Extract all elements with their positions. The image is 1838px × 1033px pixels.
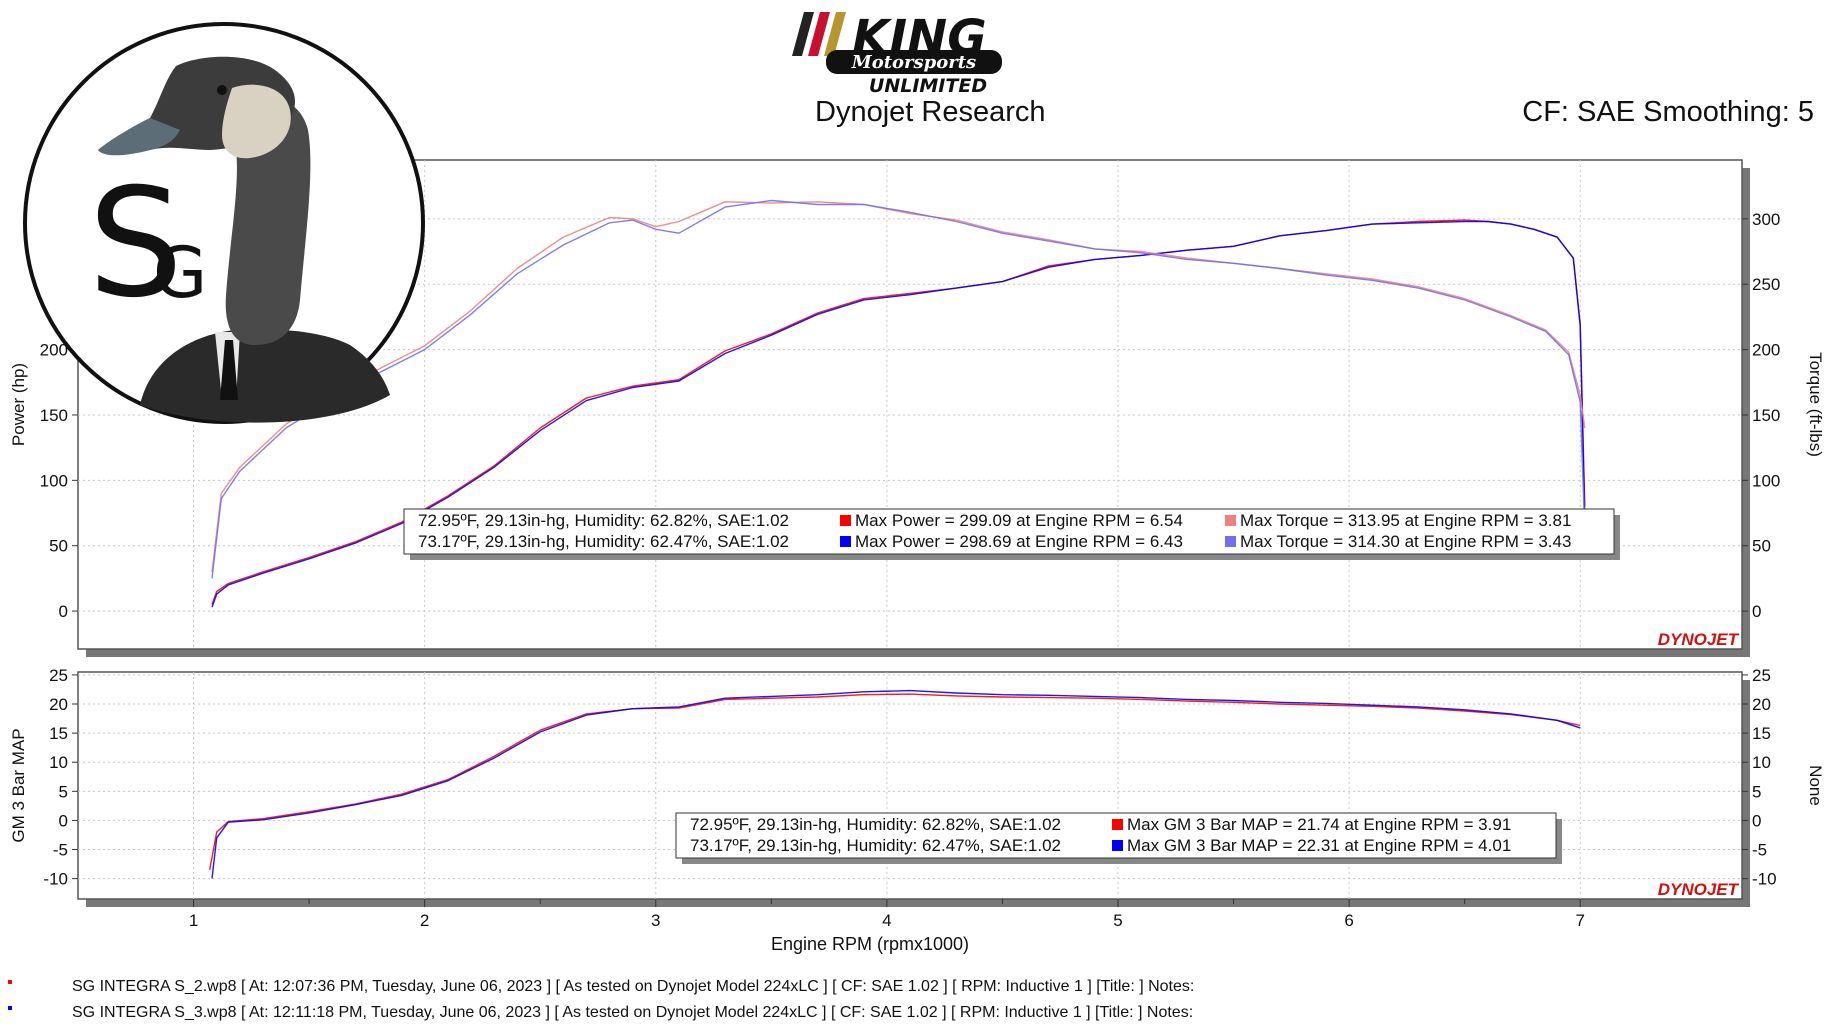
y-tick-label: -5	[53, 841, 68, 860]
legend-conditions: 72.95ºF, 29.13in-hg, Humidity: 62.82%, S…	[418, 511, 789, 530]
y-tick-label-right: 5	[1752, 782, 1761, 801]
logo-s-letter: S	[88, 157, 183, 331]
legend-swatch	[840, 536, 851, 547]
x-tick-label: 6	[1344, 911, 1353, 930]
brand-unlimited-text: UNLIMITED	[869, 75, 987, 94]
y-tick-label-right: 100	[1752, 471, 1780, 490]
chart-legends: 72.95ºF, 29.13in-hg, Humidity: 62.82%, S…	[403, 508, 1620, 864]
legend-swatch	[1112, 840, 1123, 851]
run-color-dot	[8, 980, 12, 984]
correction-factor-label: CF: SAE Smoothing: 5	[1522, 96, 1814, 128]
y-tick-label: 0	[59, 602, 68, 621]
y-tick-label: 5	[59, 782, 68, 801]
logo-g-letter: G	[153, 232, 207, 314]
legend-box	[403, 508, 1615, 555]
brand-stripes-icon	[792, 12, 846, 56]
series-line	[211, 220, 1586, 608]
legend-conditions: 73.17ºF, 29.13in-hg, Humidity: 62.47%, S…	[690, 836, 1061, 855]
legend-entry: Max Torque = 313.95 at Engine RPM = 3.81	[1240, 511, 1571, 530]
x-axis-title: Engine RPM (rpmx1000)	[771, 934, 969, 954]
y-tick-label: 25	[49, 666, 68, 685]
legend-entry: Max Torque = 314.30 at Engine RPM = 3.43	[1240, 532, 1571, 551]
y-tick-label-right: 150	[1752, 406, 1780, 425]
goose-eye	[217, 85, 227, 95]
x-tick-label: 3	[651, 911, 660, 930]
y-axis-title: GM 3 Bar MAP	[9, 728, 28, 842]
y-tick-label-right: -5	[1752, 841, 1767, 860]
series-line	[211, 199, 1586, 579]
legend-swatch	[1225, 515, 1236, 526]
legend-entry: Max GM 3 Bar MAP = 21.74 at Engine RPM =…	[1127, 815, 1511, 834]
legend-entry: Max Power = 298.69 at Engine RPM = 6.43	[855, 532, 1183, 551]
goose-cheek-patch	[222, 84, 291, 159]
legend-conditions: 73.17ºF, 29.13in-hg, Humidity: 62.47%, S…	[418, 532, 789, 551]
y-tick-label: 200	[40, 341, 68, 360]
y-tick-label: 10	[49, 753, 68, 772]
logo-circle	[23, 22, 425, 424]
y-tick-label: 150	[40, 406, 68, 425]
dynojet-watermark: DYNOJET	[1658, 880, 1740, 899]
legend-swatch	[840, 515, 851, 526]
y-tick-label: 15	[49, 724, 68, 743]
y-tick-label-right: 50	[1752, 537, 1771, 556]
run-file-text: SG INTEGRA S_3.wp8 [ At: 12:11:18 PM, Tu…	[72, 1004, 1194, 1021]
x-tick-label: 4	[882, 911, 891, 930]
x-tick-label: 7	[1575, 911, 1584, 930]
legend-swatch	[1225, 536, 1236, 547]
y-tick-label-right: 0	[1752, 811, 1761, 830]
y-tick-label-right: 10	[1752, 753, 1771, 772]
legend-conditions: 72.95ºF, 29.13in-hg, Humidity: 62.82%, S…	[690, 815, 1061, 834]
chart-marks	[209, 199, 1586, 879]
y-tick-label-right: 200	[1752, 341, 1780, 360]
y-tick-label-right: -10	[1752, 870, 1777, 889]
y-tick-label: 100	[40, 471, 68, 490]
brand-motorsports-text: Motorsports	[851, 52, 976, 73]
y-tick-label: -10	[43, 870, 68, 889]
y-tick-label-right: 20	[1752, 695, 1771, 714]
x-tick-label: 2	[420, 911, 429, 930]
suit-icon	[140, 329, 390, 423]
y-tick-label-right: 0	[1752, 602, 1761, 621]
dynojet-watermark: DYNOJET	[1658, 630, 1740, 649]
y-axis-title: Power (hp)	[9, 363, 28, 446]
sg-goose-logo: SG	[23, 22, 425, 424]
legend-entry: Max Power = 299.09 at Engine RPM = 6.54	[855, 511, 1183, 530]
tie-icon	[220, 340, 238, 400]
y-tick-label-right: 250	[1752, 275, 1780, 294]
y-tick-label: 20	[49, 695, 68, 714]
y-axis-title-right: Torque (ft-lbs)	[1806, 352, 1825, 457]
run-color-dot	[8, 1006, 12, 1010]
x-tick-label: 1	[189, 911, 198, 930]
x-tick-label: 5	[1113, 911, 1122, 930]
chart-subtitle: Dynojet Research	[815, 96, 1046, 128]
goose-beak	[98, 118, 180, 156]
y-tick-label-right: 15	[1752, 724, 1771, 743]
series-line	[211, 689, 1581, 879]
series-line	[209, 693, 1581, 871]
y-tick-label-right: 25	[1752, 666, 1771, 685]
y-tick-label-right: 300	[1752, 210, 1780, 229]
king-motorsports-logo: KING Motorsports UNLIMITED	[792, 10, 1002, 94]
y-axis-title-right: None	[1806, 765, 1825, 806]
plot-panel	[77, 671, 1743, 900]
run-file-text: SG INTEGRA S_2.wp8 [ At: 12:07:36 PM, Tu…	[72, 978, 1195, 995]
y-tick-label: 50	[49, 537, 68, 556]
y-tick-label: 0	[59, 811, 68, 830]
legend-entry: Max GM 3 Bar MAP = 22.31 at Engine RPM =…	[1127, 836, 1511, 855]
legend-swatch	[1112, 819, 1123, 830]
